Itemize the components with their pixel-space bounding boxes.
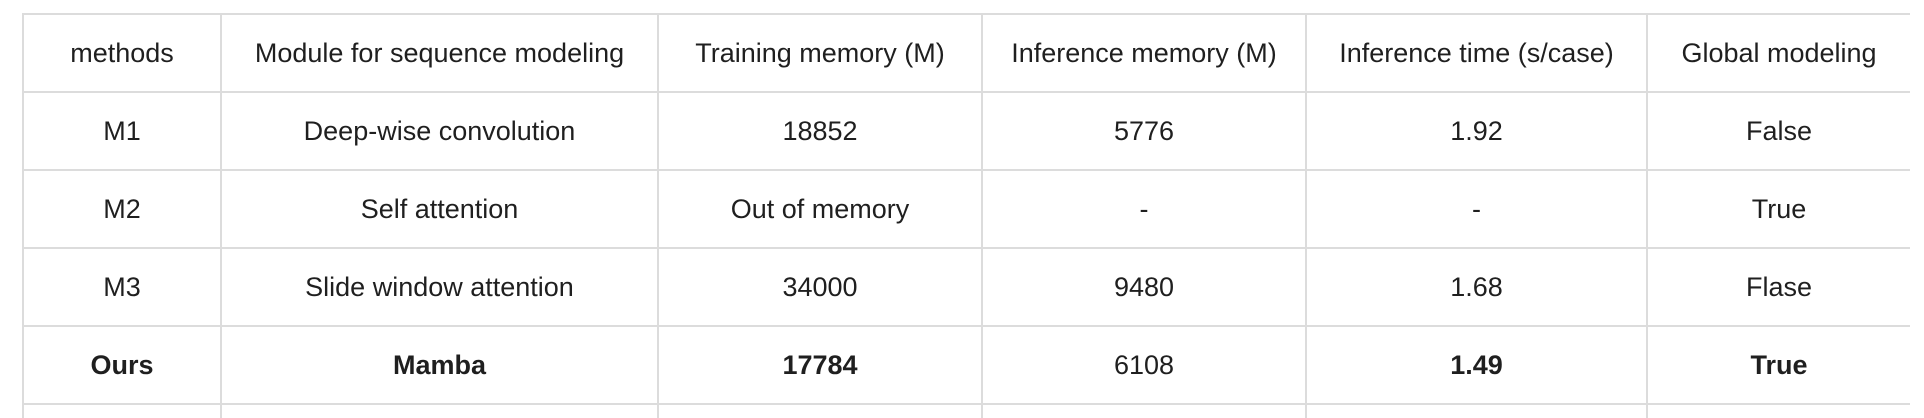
cell-method: M3 bbox=[22, 247, 222, 327]
column-header-inference-memory: Inference memory (M) bbox=[981, 13, 1307, 93]
table-row-partial bbox=[22, 403, 1910, 418]
cell-empty bbox=[981, 403, 1307, 418]
cell-inference-time: 1.49 bbox=[1305, 325, 1648, 405]
cell-method: M1 bbox=[22, 91, 222, 171]
cell-module: Self attention bbox=[220, 169, 659, 249]
cell-module: Deep-wise convolution bbox=[220, 91, 659, 171]
column-header-module: Module for sequence modeling bbox=[220, 13, 659, 93]
cell-module: Mamba bbox=[220, 325, 659, 405]
table-row-ours: Ours Mamba 17784 6108 1.49 True bbox=[22, 325, 1910, 405]
cell-global-modeling: True bbox=[1646, 325, 1910, 405]
column-header-inference-time: Inference time (s/case) bbox=[1305, 13, 1648, 93]
cell-method: Ours bbox=[22, 325, 222, 405]
cell-inference-memory: 5776 bbox=[981, 91, 1307, 171]
cell-empty bbox=[220, 403, 659, 418]
cell-inference-memory: 6108 bbox=[981, 325, 1307, 405]
cell-inference-time: 1.92 bbox=[1305, 91, 1648, 171]
cell-empty bbox=[1646, 403, 1910, 418]
cell-training-memory: 18852 bbox=[657, 91, 983, 171]
cell-empty bbox=[657, 403, 983, 418]
table-header-row: methods Module for sequence modeling Tra… bbox=[22, 13, 1910, 93]
column-header-global-modeling: Global modeling bbox=[1646, 13, 1910, 93]
cell-module: Slide window attention bbox=[220, 247, 659, 327]
column-header-methods: methods bbox=[22, 13, 222, 93]
cell-inference-memory: 9480 bbox=[981, 247, 1307, 327]
table-row: M1 Deep-wise convolution 18852 5776 1.92… bbox=[22, 91, 1910, 171]
cell-empty bbox=[1305, 403, 1648, 418]
cell-training-memory: 17784 bbox=[657, 325, 983, 405]
cell-training-memory: 34000 bbox=[657, 247, 983, 327]
cell-global-modeling: False bbox=[1646, 91, 1910, 171]
cell-empty bbox=[22, 403, 222, 418]
cell-global-modeling: Flase bbox=[1646, 247, 1910, 327]
table-row: M2 Self attention Out of memory - - True bbox=[22, 169, 1910, 249]
cell-inference-time: 1.68 bbox=[1305, 247, 1648, 327]
column-header-training-memory: Training memory (M) bbox=[657, 13, 983, 93]
cell-inference-time: - bbox=[1305, 169, 1648, 249]
comparison-table-container: methods Module for sequence modeling Tra… bbox=[22, 13, 1910, 418]
cell-method: M2 bbox=[22, 169, 222, 249]
comparison-table: methods Module for sequence modeling Tra… bbox=[22, 13, 1910, 418]
cell-global-modeling: True bbox=[1646, 169, 1910, 249]
cell-inference-memory: - bbox=[981, 169, 1307, 249]
cell-training-memory: Out of memory bbox=[657, 169, 983, 249]
table-row: M3 Slide window attention 34000 9480 1.6… bbox=[22, 247, 1910, 327]
